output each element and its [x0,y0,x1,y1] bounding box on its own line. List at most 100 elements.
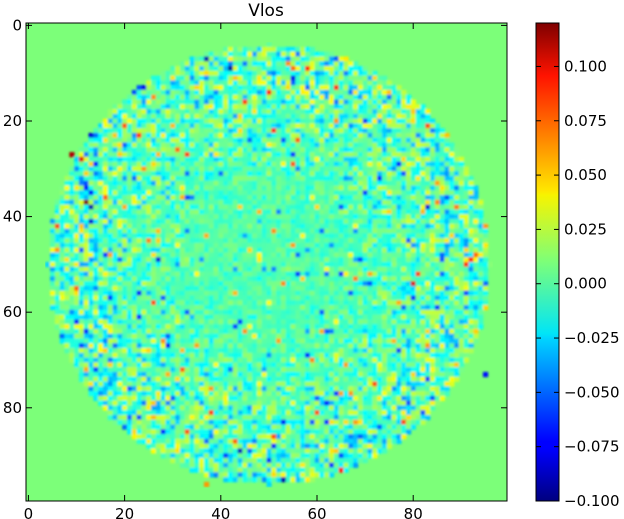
heatmap-cell [194,228,200,234]
heatmap-cell [353,94,359,100]
heatmap-cell [449,319,455,325]
heatmap-cell [362,137,368,143]
heatmap-cell [155,161,162,167]
heatmap-cell [415,218,421,225]
heatmap-cell [252,152,258,158]
heatmap-cell [88,185,94,191]
heatmap-cell [151,94,157,100]
heatmap-cell [208,166,214,172]
heatmap-cell [338,281,344,287]
heatmap-cell [74,348,80,354]
heatmap-cell [98,300,104,306]
heatmap-cell [228,276,234,282]
heatmap-cell [98,128,104,134]
heatmap-cell [276,266,282,272]
heatmap-cell [213,166,219,172]
heatmap-cell [324,324,330,330]
heatmap-cell [343,290,349,296]
heatmap-cell [228,61,234,67]
heatmap-cell [415,328,421,335]
heatmap-cell [242,214,248,220]
heatmap-cell [151,180,157,186]
heatmap-cell [401,262,407,268]
heatmap-cell [343,156,349,163]
heatmap-cell [165,156,171,163]
heatmap-cell [242,247,248,253]
heatmap-cell [155,257,162,263]
heatmap-cell [381,190,388,196]
heatmap-cell [50,266,56,272]
heatmap-cell [88,314,94,320]
heatmap-cell [300,66,306,72]
heatmap-cell [285,257,291,263]
heatmap-cell [93,147,99,153]
heatmap-cell [329,128,335,134]
heatmap-cell [131,99,138,105]
heatmap-cell [256,305,263,311]
heatmap-cell [98,180,104,186]
heatmap-cell [290,166,296,172]
heatmap-cell [160,266,166,272]
heatmap-cell [165,305,171,311]
heatmap-cell [285,290,291,296]
heatmap-cell [266,123,272,129]
heatmap-cell [295,171,301,177]
heatmap-cell [333,171,340,177]
heatmap-cell [276,252,282,258]
heatmap-cell [420,218,426,225]
heatmap-cell [69,242,75,249]
heatmap-cell [425,290,431,296]
heatmap-cell [237,218,243,225]
heatmap-cell [276,295,282,301]
heatmap-cell [295,285,301,292]
heatmap-cell [410,300,417,306]
heatmap-cell [127,343,133,349]
heatmap-cell [98,290,104,296]
heatmap-cell [285,118,291,124]
heatmap-cell [136,324,142,330]
heatmap-cell [194,70,200,76]
heatmap-cell [261,319,267,325]
heatmap-cell [386,328,392,335]
heatmap-cell [146,147,152,153]
heatmap-cell [78,180,85,186]
heatmap-cell [405,152,412,158]
heatmap-cell [136,175,142,182]
heatmap-cell [122,132,128,139]
heatmap-cell [131,285,138,292]
heatmap-cell [348,214,354,220]
heatmap-cell [199,319,205,325]
heatmap-cell [304,285,311,292]
heatmap-cell [348,118,354,124]
heatmap-cell [329,156,335,163]
heatmap-cell [338,266,344,272]
heatmap-cell [261,209,267,215]
heatmap-cell [155,85,162,91]
heatmap-cell [247,128,253,134]
heatmap-cell [184,180,190,186]
heatmap-cell [98,305,104,311]
heatmap-cell [276,214,282,220]
heatmap-cell [444,285,450,292]
heatmap-cell [324,295,330,301]
heatmap-cell [343,104,349,110]
heatmap-cell [353,118,359,124]
heatmap-cell [64,276,70,282]
heatmap-cell [353,324,359,330]
heatmap-cell [151,276,157,282]
heatmap-cell [295,137,301,143]
heatmap-cell [175,161,181,167]
heatmap-cell [372,218,378,225]
heatmap-cell [199,233,205,239]
heatmap-cell [146,113,152,119]
heatmap-cell [64,175,70,182]
heatmap-cell [324,262,330,268]
heatmap-cell [410,338,417,344]
heatmap-cell [304,99,311,105]
heatmap-cell [329,94,335,100]
heatmap-cell [170,166,176,172]
heatmap-cell [290,123,296,129]
heatmap-cell [98,271,104,277]
heatmap-cell [295,152,301,158]
heatmap-cell [155,228,162,234]
